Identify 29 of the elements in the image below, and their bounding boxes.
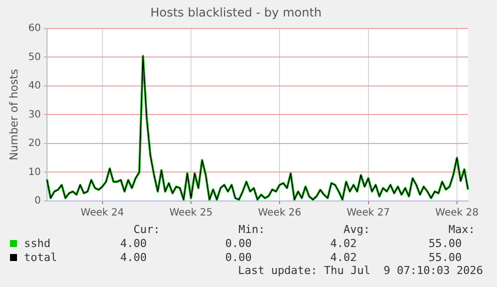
text: Last update: Thu Jul 9 07:10:03 2026	[238, 264, 483, 277]
x-tick-label: Week 25	[169, 208, 213, 219]
text: Cur:	[132, 222, 160, 236]
legend-label: total	[23, 250, 58, 264]
y-tick-label: 20	[28, 138, 41, 150]
text: 0.00	[224, 236, 253, 250]
text: Max:	[448, 222, 475, 236]
text: 55.00	[428, 236, 463, 250]
x-tick-label: Week 27	[346, 208, 390, 219]
text: Min:	[238, 222, 265, 236]
text: 4.02	[329, 236, 358, 250]
x-tick-label: Week 24	[80, 208, 124, 219]
x-tick-label: Week 26	[258, 208, 302, 219]
chart-title: Hosts blacklisted - by month	[150, 5, 322, 20]
text: 4.00	[119, 250, 148, 264]
text: 55.00	[428, 250, 463, 264]
y-tick-label: 50	[28, 52, 41, 63]
x-tick-label: Week 28	[435, 208, 479, 219]
legend-label: sshd	[23, 236, 52, 250]
y-tick-label: 0	[34, 196, 41, 207]
text: Avg:	[342, 222, 370, 236]
y-axis-title: Number of hosts	[7, 68, 20, 160]
y-tick-label: 30	[28, 109, 41, 120]
y-tick-label: 40	[28, 80, 41, 92]
y-tick-label: 10	[28, 166, 41, 178]
text: 4.00	[119, 236, 148, 250]
y-tick-label: 60	[28, 22, 41, 34]
text: 4.02	[329, 250, 358, 264]
text: 0.00	[224, 250, 253, 264]
